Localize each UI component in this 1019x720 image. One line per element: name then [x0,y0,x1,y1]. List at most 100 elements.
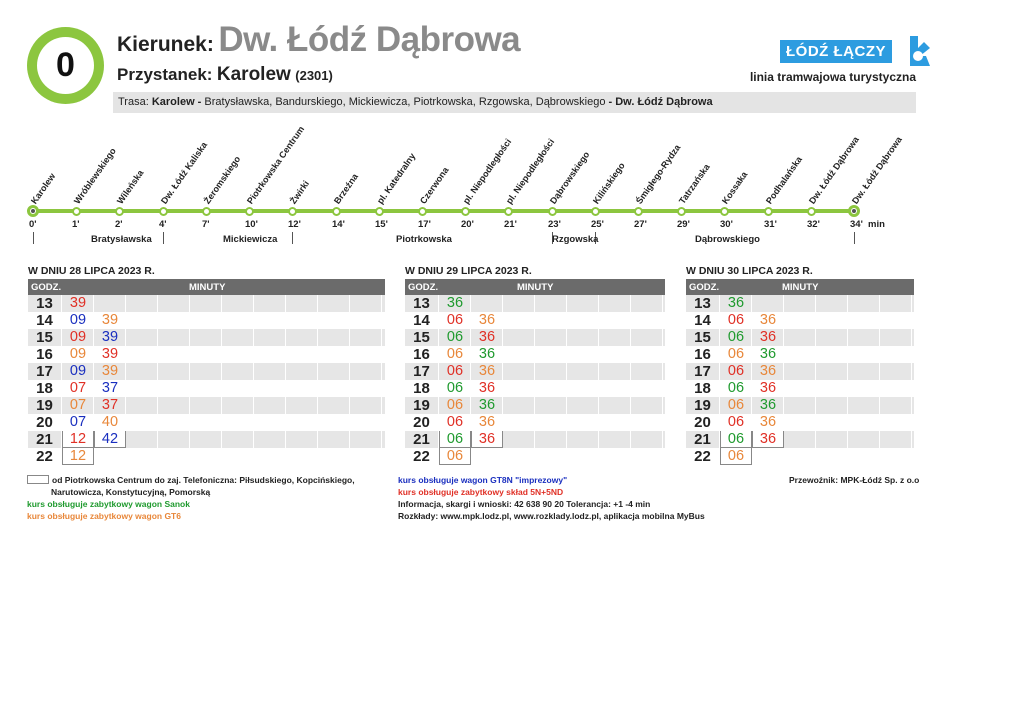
hour-cell: 18 [36,380,53,397]
cell-separator [221,329,222,346]
stop-dot [114,206,124,216]
cell-separator [125,312,126,329]
cell-separator [534,363,535,380]
cell-separator [221,363,222,380]
cell-separator [317,414,318,431]
stop-dot [27,205,39,217]
cell-separator [879,414,880,431]
cell-separator [783,380,784,397]
cell-separator [815,312,816,329]
timetable-row: 14 09 39 [28,312,385,329]
cell-separator [502,295,503,312]
cell-separator [125,414,126,431]
cell-separator [662,380,663,397]
legend-sanok: kurs obsługuje zabytkowy wagon Sanok [27,499,190,509]
cell-separator [157,295,158,312]
cell-separator [879,346,880,363]
cell-separator [253,329,254,346]
stop-dot [374,206,384,216]
hour-cell: 17 [413,363,430,380]
cell-separator [719,363,720,380]
stop-time: 30' [720,219,733,230]
hour-cell: 14 [36,312,53,329]
cell-separator [815,431,816,448]
cell-separator [438,448,439,465]
street-divider [163,232,164,244]
cell-separator [349,397,350,414]
cell-separator [566,448,567,465]
timetable-row: 15 09 39 [28,329,385,346]
cell-separator [317,431,318,448]
cell-separator [61,448,62,465]
minute-cell: 40 [101,414,119,430]
direction-line: Kierunek: Dw. Łódź Dąbrowa [117,20,521,60]
minute-cell: 36 [752,431,784,448]
cell-separator [125,363,126,380]
cell-separator [93,414,94,431]
hour-cell: 15 [36,329,53,346]
cell-separator [253,346,254,363]
cell-separator [470,397,471,414]
stop-dot [547,206,557,216]
cell-separator [221,312,222,329]
cell-separator [285,414,286,431]
street-label: Rzgowska [552,234,599,245]
line-subtitle: linia tramwajowa turystyczna [749,70,916,84]
stop-time: 34' [850,219,863,230]
cell-separator [630,346,631,363]
cell-separator [61,380,62,397]
cell-separator [93,363,94,380]
cell-separator [157,431,158,448]
cell-separator [566,346,567,363]
minute-cell: 07 [69,380,87,396]
stop-name: Wróblewskiego [72,146,118,206]
cell-separator [598,431,599,448]
cell-separator [662,329,663,346]
cell-separator [879,329,880,346]
stop-name: pl. Niepodległości [461,136,514,206]
hour-cell: 20 [36,414,53,431]
cell-separator [502,448,503,465]
timetable-row: 19 06 36 [405,397,665,414]
cell-separator [61,414,62,431]
cell-separator [317,346,318,363]
minute-cell: 36 [759,346,777,362]
cell-separator [253,448,254,465]
timetable-row: 13 39 [28,295,385,312]
street-label: Mickiewicza [223,234,278,245]
cell-separator [783,414,784,431]
timetable-row: 20 07 40 [28,414,385,431]
stop-dot [287,206,297,216]
cell-separator [662,363,663,380]
cell-separator [61,329,62,346]
cell-separator [879,363,880,380]
stop-name: Żeromskiego [202,154,243,206]
cell-separator [630,431,631,448]
timetable-row: 13 36 [686,295,914,312]
cell-separator [630,329,631,346]
minute-cell: 06 [446,312,464,328]
stop-time: 20' [461,219,474,230]
cell-separator [285,363,286,380]
cell-separator [534,448,535,465]
timetable-row: 15 06 36 [686,329,914,346]
cell-separator [534,397,535,414]
hour-cell: 19 [413,397,430,414]
timetable-row: 17 06 36 [405,363,665,380]
cell-separator [534,414,535,431]
cell-separator [815,414,816,431]
minute-cell: 37 [101,397,119,413]
stop-dot [590,206,600,216]
cell-separator [662,414,663,431]
cell-separator [157,346,158,363]
minutes-header: MINUTY [517,282,554,293]
logo-text: ŁÓDŹ ŁĄCZY [780,39,892,63]
cell-separator [598,448,599,465]
cell-separator [630,312,631,329]
trasa-end: - Dw. Łódź Dąbrowa [608,96,713,108]
stop-time: 1' [72,219,80,230]
minutes-header: MINUTY [189,282,226,293]
cell-separator [815,295,816,312]
hour-cell: 17 [36,363,53,380]
minute-cell: 09 [69,346,87,362]
